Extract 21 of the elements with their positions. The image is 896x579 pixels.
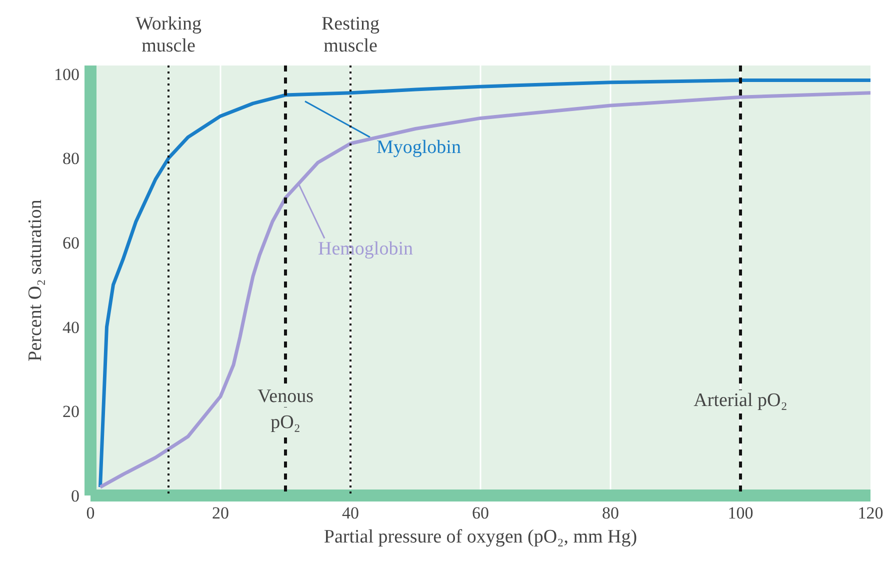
x-tick-label: 100 bbox=[728, 504, 754, 522]
ref-line-label: Venous pO₂ bbox=[258, 386, 314, 434]
y-tick-label: 100 bbox=[54, 64, 80, 84]
x-tick-label: 120 bbox=[858, 504, 884, 522]
x-tick-label: 80 bbox=[602, 504, 619, 522]
text: Myoglobin bbox=[376, 137, 462, 158]
y-tick-label: 20 bbox=[62, 402, 80, 422]
x-tick-label: 60 bbox=[472, 504, 489, 522]
x-tick-label: 20 bbox=[212, 504, 229, 522]
ref-line-label: Arterial pO₂ bbox=[694, 390, 788, 412]
y-tick-label: 80 bbox=[62, 149, 80, 168]
y-axis-title: Percent O₂ saturation bbox=[25, 199, 46, 362]
y-tick-label: 0 bbox=[71, 486, 80, 506]
y-tick-label: 40 bbox=[62, 318, 80, 337]
ref-line-label: Working muscle bbox=[135, 14, 202, 56]
x-tick-label: 0 bbox=[86, 504, 95, 522]
y-tick-label: 60 bbox=[62, 234, 80, 253]
x-tick-label: 40 bbox=[342, 504, 359, 522]
x-axis-title: Partial pressure of oxygen (pO₂, mm Hg) bbox=[324, 526, 638, 548]
ref-line-label: Resting muscle bbox=[321, 14, 380, 56]
text: Hemoglobin bbox=[318, 238, 414, 260]
